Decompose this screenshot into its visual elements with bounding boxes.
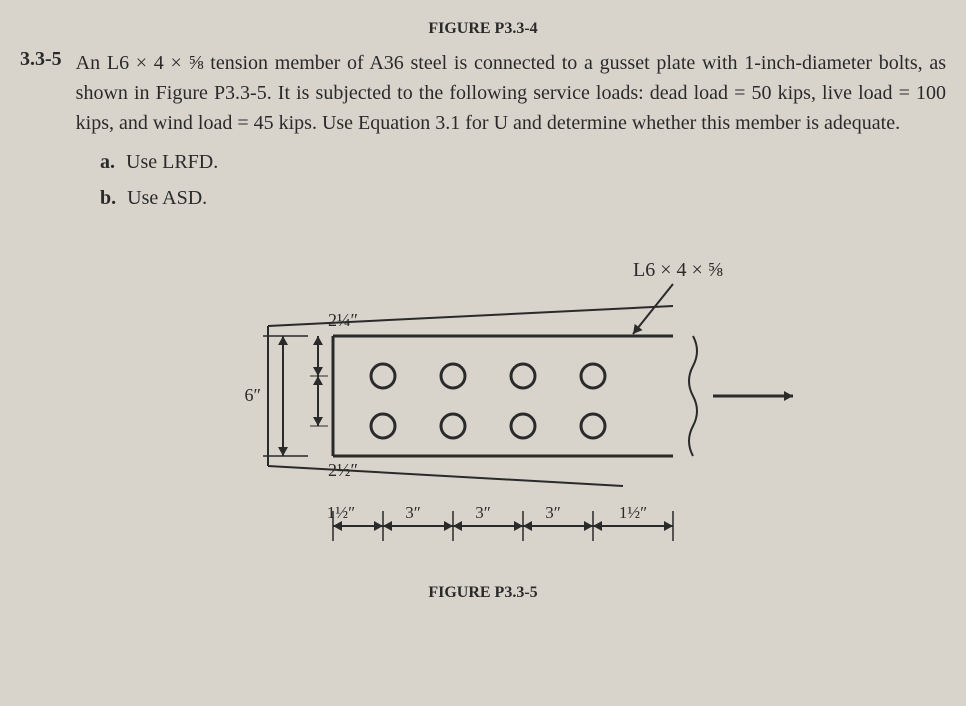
part-a: a. Use LRFD. [100,144,946,180]
problem-number: 3.3-5 [20,48,62,138]
part-a-text: Use LRFD. [126,151,218,173]
svg-text:3″: 3″ [405,503,421,522]
problem-block: 3.3-5 An L6 × 4 × ⅝ tension member of A3… [20,48,946,138]
part-b-text: Use ASD. [127,187,207,209]
part-b-label: b. [100,187,116,209]
svg-text:6″: 6″ [245,385,262,405]
svg-text:1½″: 1½″ [327,503,355,522]
top-figure-label: FIGURE P3.3-4 [20,20,946,38]
svg-text:2¼″: 2¼″ [328,310,358,330]
problem-parts: a. Use LRFD. b. Use ASD. [100,144,946,216]
figure-caption: FIGURE P3.3-5 [20,584,946,602]
svg-text:3″: 3″ [545,503,561,522]
part-a-label: a. [100,151,115,173]
svg-text:3″: 3″ [475,503,491,522]
figure-area: 6″ 2¼″ 2½″ 1½″ 3″ 3″ 3″ 1½″ L6 × 4 × ⅝ [20,236,946,576]
figure-svg: 6″ 2¼″ 2½″ 1½″ 3″ 3″ 3″ 1½″ L6 × 4 × ⅝ [133,236,833,576]
svg-text:1½″: 1½″ [619,503,647,522]
svg-text:2½″: 2½″ [328,460,358,480]
part-b: b. Use ASD. [100,180,946,216]
svg-text:L6 × 4 × ⅝: L6 × 4 × ⅝ [633,259,723,281]
problem-text: An L6 × 4 × ⅝ tension member of A36 stee… [76,48,946,138]
